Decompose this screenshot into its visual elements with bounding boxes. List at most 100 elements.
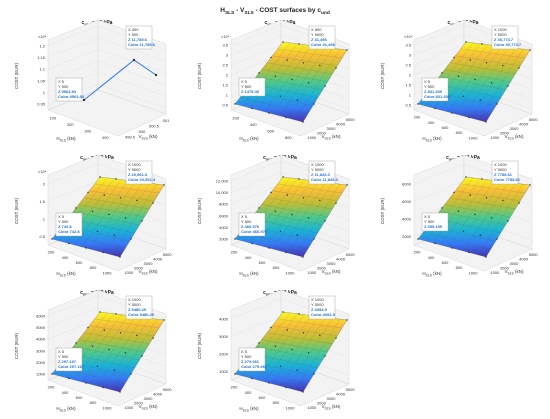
- y-tick-label: 4000: [336, 392, 346, 397]
- mesh-line: [455, 181, 502, 250]
- x-tick-label: 800: [273, 400, 280, 405]
- y-axis-label: VSLS (kN): [505, 134, 524, 140]
- data-point: [468, 116, 470, 119]
- mesh-line: [112, 319, 157, 391]
- mesh-line: [455, 46, 502, 115]
- figure-title: HSLS - VSLS - COST surfaces by cund: [220, 7, 330, 16]
- mesh-line: [74, 179, 122, 246]
- grid-line: [97, 83, 167, 109]
- data-point: [163, 184, 165, 186]
- data-point: [279, 230, 282, 232]
- data-point: [115, 178, 117, 180]
- y-tick-label: 3000: [327, 261, 337, 266]
- y-tick-label: 2000: [317, 130, 327, 135]
- mesh-line: [439, 211, 506, 226]
- data-point: [302, 121, 304, 123]
- data-point: [296, 234, 298, 236]
- x-tick-label: 600: [76, 395, 83, 400]
- data-point: [302, 256, 304, 258]
- z-tick-label: 1000: [219, 369, 229, 374]
- y-tick-label: 3000: [510, 126, 520, 131]
- mesh-line: [463, 47, 509, 117]
- data-point: [152, 337, 154, 339]
- data-point: [490, 217, 493, 219]
- data-point: [457, 75, 460, 77]
- datatip-text: Z 20,961.3: [128, 172, 148, 177]
- datatip-text: X 1000: [494, 27, 507, 32]
- datatip-text: Y 500: [241, 219, 252, 224]
- data-point: [496, 238, 498, 240]
- mesh-line: [104, 318, 150, 389]
- y-tick-label: 5000: [346, 117, 356, 122]
- x-tick-label: 1000: [469, 270, 479, 275]
- datatip-text: X 5: [58, 79, 65, 84]
- x-tick-label: 200: [67, 122, 74, 127]
- data-point: [251, 377, 253, 380]
- grid-line: [413, 24, 465, 46]
- datatip-text: Color 9563.54: [58, 94, 85, 99]
- data-point: [274, 345, 277, 347]
- mesh-line: [272, 325, 338, 337]
- y-tick-label: 4000: [153, 257, 163, 262]
- y-axis-label: VSLS (kN): [505, 269, 524, 275]
- data-point: [296, 369, 298, 371]
- z-tick-label: 0.95: [37, 102, 46, 107]
- y-tick-label: 4000: [336, 257, 346, 262]
- mesh-line: [455, 55, 521, 67]
- data-point: [485, 62, 488, 64]
- data-point: [102, 386, 104, 389]
- data-point: [307, 352, 310, 354]
- mesh-line: [478, 184, 523, 256]
- z-tick-label: 1: [43, 90, 46, 95]
- datatip-text: X 5: [424, 79, 431, 84]
- y-tick-label: 5000: [163, 252, 173, 257]
- datatip-box: [55, 212, 83, 237]
- mesh-line: [261, 69, 328, 83]
- y-axis-label: VSLS (kN): [139, 404, 158, 410]
- data-point: [298, 178, 300, 180]
- x-tick-label: 400: [250, 122, 257, 127]
- datatip-text: Z 11,785.6: [128, 37, 148, 42]
- x-tick-label: 200: [231, 385, 238, 390]
- data-point: [132, 58, 136, 62]
- mesh-line: [266, 62, 333, 75]
- data-point: [291, 78, 293, 81]
- z-axis-label: COST (EUR): [14, 332, 19, 359]
- datatip-text: X 1000: [311, 162, 324, 167]
- mesh-line: [266, 197, 333, 210]
- x-tick-label: 800: [285, 135, 292, 140]
- data-point: [279, 95, 282, 98]
- x-tick-label: 200: [231, 250, 238, 255]
- data-point: [119, 391, 121, 393]
- mesh-line: [97, 317, 143, 387]
- data-point: [124, 217, 127, 219]
- data-point: [474, 213, 476, 216]
- x-tick-label: 200: [232, 115, 239, 120]
- data-point: [296, 99, 298, 101]
- datatip-text: Z 9563.54: [58, 89, 77, 94]
- grid-line: [413, 181, 465, 202]
- data-point: [96, 230, 99, 232]
- data-point: [313, 373, 315, 375]
- datatip-text: X 5: [241, 214, 248, 219]
- subplot-5: cund = 150 kPa200040006000800010,00012,0…: [197, 154, 355, 277]
- x-axis-label: HSLS (kN): [422, 271, 442, 277]
- data-point: [307, 217, 310, 219]
- mesh-line: [444, 204, 511, 218]
- x-tick-label: 800: [456, 130, 463, 135]
- data-point: [462, 95, 465, 98]
- data-point: [302, 332, 305, 334]
- datatip-text: Y 500: [424, 84, 435, 89]
- mesh-line: [433, 178, 481, 244]
- datatip-text: Z 7788.61: [494, 172, 513, 177]
- y-axis-label: VSLS (kN): [139, 269, 158, 275]
- mesh-line: [280, 317, 326, 387]
- z-tick-label: 2000: [219, 237, 229, 242]
- x-axis-label: HSLS (kN): [239, 406, 259, 412]
- datatip-text: X 5: [241, 79, 248, 84]
